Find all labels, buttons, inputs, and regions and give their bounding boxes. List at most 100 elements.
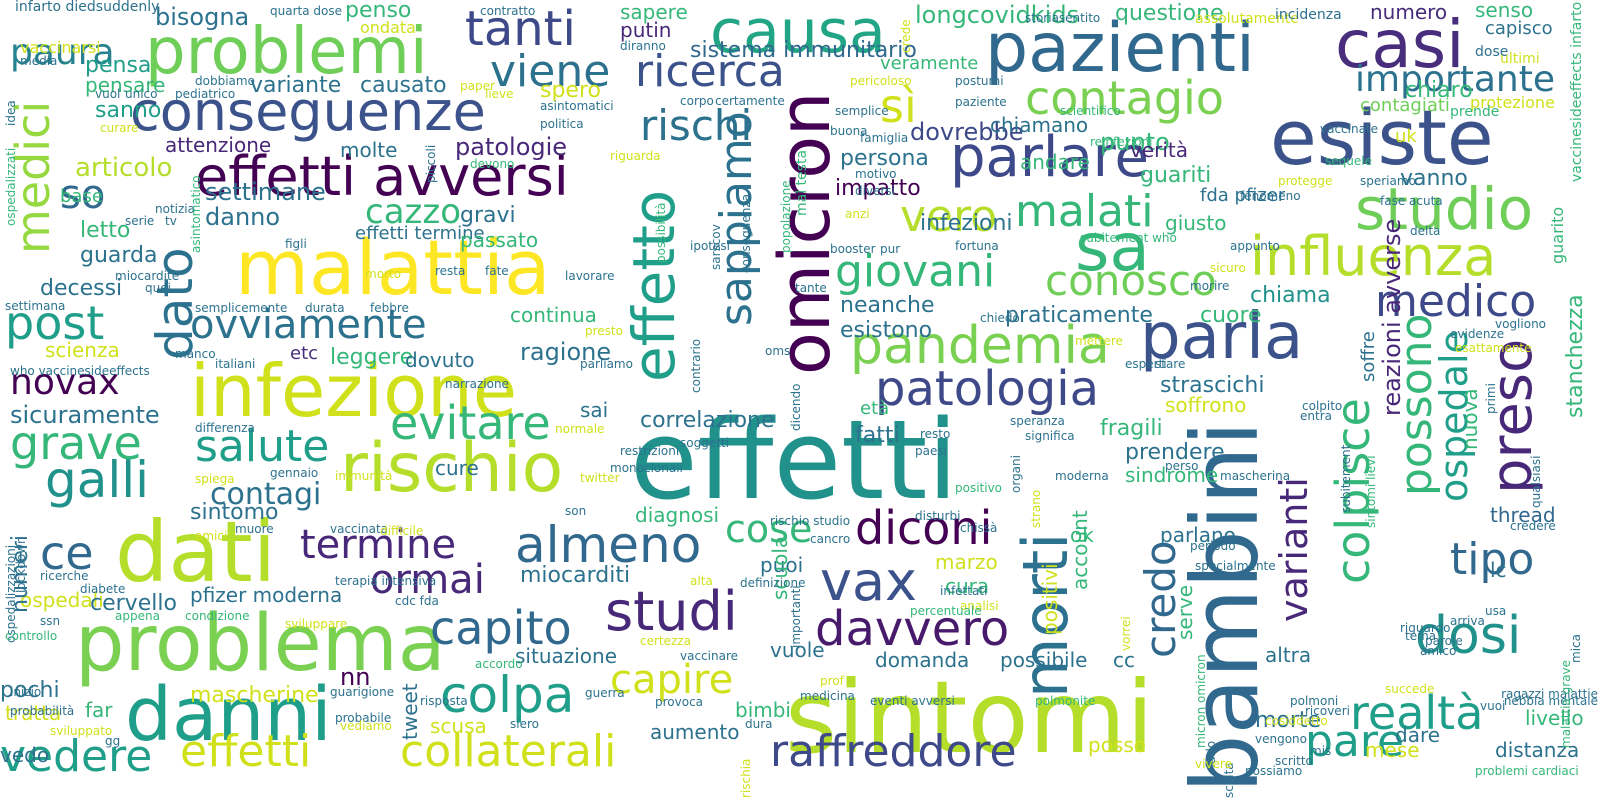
word-idea: idea <box>4 100 18 126</box>
word-polmoni: polmoni <box>1290 694 1339 708</box>
word-certezza: certezza <box>640 634 691 648</box>
word-sanno: sanno <box>95 98 162 123</box>
word-settimane: settimane <box>205 178 326 206</box>
word-problema: problema <box>75 599 446 689</box>
word-monoclonali: monoclonali <box>610 461 683 475</box>
word-grave: grave <box>10 416 142 470</box>
word-vaccinesideeffects-infarto: vaccinesideeffects infarto <box>1569 2 1585 183</box>
word-tipo: tipo <box>1450 534 1535 585</box>
word-realta: realtà <box>1350 686 1484 740</box>
word-conseguenza: conseguenza <box>739 193 753 273</box>
word-sapere: sapere <box>620 0 688 24</box>
word-tema: tema <box>1405 629 1437 643</box>
word-primi: primi <box>1484 383 1498 414</box>
word-chiaro: chiaro <box>1405 78 1473 103</box>
word-tante: tante <box>795 281 827 295</box>
word-inizio: inizio <box>10 685 42 699</box>
word-termine: termine <box>300 522 457 568</box>
word-effetti: effetti <box>630 396 958 524</box>
word-guarito: guarito <box>1548 206 1567 264</box>
word-piccoli: piccoli <box>424 144 438 183</box>
word-vogliono: vogliono <box>1495 317 1547 331</box>
word-domanda: domanda <box>875 648 970 672</box>
word-certamente: certamente <box>715 94 785 108</box>
word-verita: verità <box>1130 138 1189 162</box>
word-scusa: scusa <box>430 714 487 738</box>
word-parole: parole <box>1425 634 1463 648</box>
word-vuoi: vuoi <box>1480 699 1506 713</box>
word-thread: thread <box>1490 503 1556 527</box>
word-miocardite: miocardite <box>115 269 180 283</box>
word-scientifico: scientifico <box>1060 104 1121 118</box>
word-cdc-fda: cdc fda <box>395 594 439 608</box>
word-importante: importante <box>1355 59 1556 100</box>
word-malattia: malattia <box>235 223 551 312</box>
word-fate: fate <box>485 264 509 278</box>
word-terapia-intensiva: terapia intensiva <box>335 574 437 588</box>
word-mascherine: mascherine <box>190 683 319 708</box>
word-soffre: soffre <box>1358 331 1379 382</box>
word-vedere: vedere <box>0 731 153 782</box>
word-reazioni-avverse: reazioni avverse <box>1378 218 1406 416</box>
word-giusto: giusto <box>1165 211 1227 235</box>
word-fragili: fragili <box>1100 416 1163 441</box>
word-serie: serie <box>125 214 155 228</box>
word-vaccinarsi: vaccinarsi <box>20 38 101 57</box>
word-periodo: periodo <box>1190 539 1236 553</box>
word-scuola: scuola <box>768 535 792 600</box>
word-paziente: paziente <box>955 95 1007 109</box>
word-almeno: almeno <box>515 516 702 574</box>
word-percentuale: percentuale <box>910 604 982 618</box>
word-diconi: diconi <box>855 501 993 555</box>
word-paper: paper <box>460 79 495 93</box>
word-vaccinata: vaccinata <box>330 522 389 536</box>
word-ondata: ondata <box>360 18 416 37</box>
word-possibilita: possibilità <box>654 202 668 263</box>
word-gennaio: gennaio <box>270 466 319 480</box>
word-figli: figli <box>285 237 307 251</box>
word-miocarditi: miocarditi <box>520 563 631 588</box>
word-nebbia-mentale: nebbia mentale <box>1503 694 1598 708</box>
word-cazzo: cazzo <box>365 192 462 232</box>
word-leggere: leggere <box>330 345 414 370</box>
word-perso: perso <box>1165 459 1199 473</box>
word-crede: crede <box>899 19 913 53</box>
word-esistono: esistono <box>840 318 933 343</box>
word-ospedalizzati: ospedalizzati <box>4 147 18 226</box>
word-tv: tv <box>165 214 177 228</box>
word-questione: questione <box>1115 1 1224 26</box>
word-ormai: ormai <box>370 557 485 603</box>
word-semplicemente: semplicemente <box>195 301 288 315</box>
word-paesi: paesi <box>915 444 947 458</box>
word-patologie: patologie <box>455 133 568 161</box>
word-letto: letto <box>80 218 131 243</box>
word-prende: prende <box>1450 104 1500 120</box>
word-parla: parla <box>1140 300 1304 374</box>
word-andare: andare <box>1020 150 1090 174</box>
word-veramente: veramente <box>880 53 979 74</box>
word-colpito: colpito <box>1302 399 1343 413</box>
word-politica: politica <box>540 117 584 131</box>
word-causa: causa <box>710 0 886 67</box>
word-sintomo: sintomo <box>190 500 279 525</box>
word-dosi: dosi <box>1415 606 1522 666</box>
word-parlare: parlare <box>950 125 1150 190</box>
word-contagiati: contagiati <box>1360 95 1450 116</box>
word-problemi-cardiaci: problemi cardiaci <box>1475 764 1579 778</box>
word-ricerche: ricerche <box>40 569 89 583</box>
word-infezione: infezione <box>190 349 518 433</box>
word-morto: morto <box>365 267 402 281</box>
word-mis: mis <box>1310 744 1332 758</box>
word-guariti: guariti <box>1140 163 1212 188</box>
word-specialmente: specialmente <box>1195 559 1276 573</box>
word-lc: lc <box>1490 558 1507 582</box>
word-usa: usa <box>1485 604 1507 618</box>
word-guarigione: guarigione <box>330 685 395 699</box>
word-ok: ok <box>1070 523 1094 547</box>
word-pandemia: pandemia <box>850 316 1110 376</box>
word-significa: significa <box>1025 429 1075 443</box>
word-pfizer-moderna: pfizer moderna <box>190 583 343 607</box>
word-nuova: nuova <box>1458 388 1482 450</box>
word-sintomi-lievi: sintomi lievi <box>1364 455 1378 528</box>
word-morire: morire <box>1190 279 1230 293</box>
